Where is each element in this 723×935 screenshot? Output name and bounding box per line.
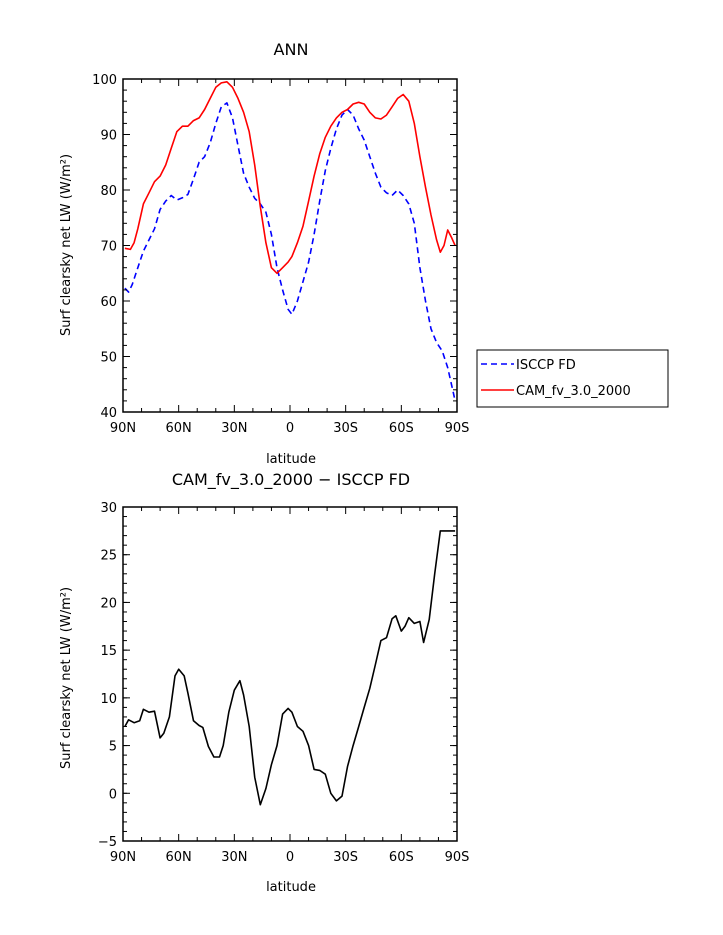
series-line-difference (124, 530, 456, 806)
y-tick-label: 50 (100, 351, 117, 366)
x-tick-label: 60S (389, 850, 414, 865)
x-tick-label: 30N (221, 421, 247, 436)
x-tick-label: 90S (445, 850, 470, 865)
y-axis-label-top: Surf clearsky net LW (W/m²) (59, 154, 74, 336)
legend-box (476, 349, 669, 408)
panel-top: ANN Surf clearsky net LW (W/m²) latitude… (59, 40, 469, 467)
y-tick-label: −5 (98, 835, 117, 850)
x-tick-label: 60S (389, 421, 414, 436)
y-tick-label: 20 (100, 596, 117, 611)
chart-title-top: ANN (274, 40, 309, 59)
y-tick-label: 60 (100, 295, 117, 310)
y-tick-label: 80 (100, 184, 117, 199)
x-tick-label: 90N (110, 850, 136, 865)
x-tick-label: 0 (286, 850, 294, 865)
x-axis-label-bottom: latitude (266, 880, 316, 895)
y-tick-label: 100 (92, 73, 117, 88)
x-tick-label: 30S (333, 850, 358, 865)
series-line-isccp-fd (124, 102, 456, 402)
x-tick-label: 60N (166, 421, 192, 436)
chart-title-bottom: CAM_fv_3.0_2000 − ISCCP FD (172, 470, 410, 490)
y-tick-label: 15 (100, 644, 117, 659)
y-tick-label: 30 (100, 501, 117, 516)
y-tick-label: 40 (100, 406, 117, 421)
series-line-cam-fv-3-0-2000 (124, 81, 456, 275)
plot-frame-top (122, 78, 458, 413)
x-tick-label: 30N (221, 850, 247, 865)
y-axis-label-bottom: Surf clearsky net LW (W/m²) (59, 587, 74, 769)
y-tick-label: 0 (109, 787, 117, 802)
x-tick-label: 0 (286, 421, 294, 436)
legend-label-cam: CAM_fv_3.0_2000 (516, 384, 631, 399)
plot-frame-bottom (122, 506, 458, 842)
y-tick-label: 70 (100, 240, 117, 255)
legend: ISCCP FD CAM_fv_3.0_2000 (476, 349, 669, 408)
panel-bottom: CAM_fv_3.0_2000 − ISCCP FD Surf clearsky… (59, 470, 469, 895)
y-tick-label: 10 (100, 692, 117, 707)
y-tick-label: 90 (100, 129, 117, 144)
y-tick-label: 25 (100, 549, 117, 564)
legend-label-isccp: ISCCP FD (516, 358, 576, 373)
x-tick-label: 30S (333, 421, 358, 436)
x-tick-label: 60N (166, 850, 192, 865)
x-tick-label: 90N (110, 421, 136, 436)
y-tick-label: 5 (109, 740, 117, 755)
x-tick-label: 90S (445, 421, 470, 436)
x-axis-label-top: latitude (266, 452, 316, 467)
